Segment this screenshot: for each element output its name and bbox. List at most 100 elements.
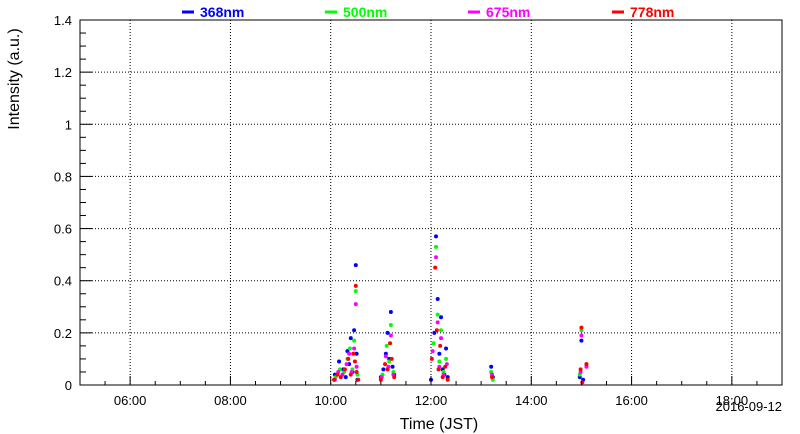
data-point-368nm [388, 310, 393, 314]
data-point-368nm [348, 336, 353, 341]
data-point-675nm [352, 346, 357, 351]
data-point-500nm [444, 356, 449, 361]
data-point-778nm [578, 367, 583, 372]
data-point-368nm [353, 263, 358, 268]
axis-ticks [79, 19, 783, 386]
y-tick-labels: 0 0.2 0.4 0.6 0.8 1 1.2 1.4 [54, 13, 72, 393]
data-point-500nm [439, 328, 444, 333]
x-tick-label: 12:00 [415, 393, 448, 408]
y-tick-label: 0.6 [54, 222, 72, 237]
data-point-675nm [344, 362, 349, 367]
data-point-500nm [384, 343, 389, 348]
data-point-778nm [378, 377, 383, 382]
data-point-778nm [433, 265, 438, 270]
data-point-500nm [435, 312, 440, 317]
data-point-675nm [388, 333, 393, 338]
data-point-778nm [445, 377, 450, 382]
data-point-368nm [579, 338, 584, 343]
data-point-778nm [436, 367, 441, 372]
data-point-778nm [348, 372, 353, 377]
y-tick-label: 0 [65, 378, 72, 393]
data-point-778nm [440, 375, 445, 380]
data-point-778nm [351, 351, 356, 356]
grid [80, 20, 782, 385]
data-point-368nm [489, 364, 494, 369]
x-axis-title: Time (JST) [400, 416, 479, 433]
y-tick-label: 0.8 [54, 169, 72, 184]
date-label: 2016-09-12 [716, 399, 783, 414]
data-point-500nm [437, 359, 442, 364]
data-point-778nm [353, 283, 358, 288]
data-point-368nm [432, 330, 437, 335]
legend-label: 368nm [200, 4, 244, 20]
data-point-675nm [347, 351, 352, 356]
data-point-778nm [338, 375, 343, 380]
data-point-500nm [431, 341, 436, 346]
data-point-500nm [387, 359, 392, 364]
data-point-778nm [342, 367, 347, 372]
data-point-778nm [354, 369, 359, 374]
data-point-368nm [354, 351, 359, 356]
data-point-500nm [353, 289, 358, 294]
data-point-778nm [383, 362, 388, 367]
data-point-368nm [434, 234, 439, 239]
x-tick-label: 08:00 [214, 393, 247, 408]
data-point-675nm [439, 336, 444, 341]
legend: 368nm 500nm 675nm 778nm [182, 4, 674, 20]
data-point-500nm [434, 244, 439, 249]
y-tick-label: 0.2 [54, 326, 72, 341]
data-point-368nm [437, 351, 442, 356]
legend-label: 778nm [630, 4, 674, 20]
data-point-778nm [356, 377, 361, 382]
data-point-778nm [388, 341, 393, 346]
y-tick-label: 0.4 [54, 274, 72, 289]
y-tick-label: 1.4 [54, 13, 72, 28]
data-points [332, 234, 589, 385]
data-point-500nm [388, 323, 393, 328]
data-point-778nm [385, 367, 390, 372]
y-tick-label: 1.2 [54, 65, 72, 80]
data-point-675nm [579, 333, 584, 338]
data-point-675nm [354, 364, 359, 369]
data-point-368nm [439, 315, 444, 320]
data-point-500nm [352, 338, 357, 343]
data-point-675nm [434, 255, 439, 260]
data-point-778nm [443, 364, 448, 369]
y-tick-label: 1 [65, 117, 72, 132]
x-tick-label: 18:00 [716, 393, 749, 408]
data-point-368nm [343, 375, 348, 380]
data-point-675nm [435, 320, 440, 325]
data-point-778nm [584, 362, 589, 367]
data-point-778nm [490, 375, 495, 380]
x-tick-label: 10:00 [314, 393, 347, 408]
data-point-368nm [381, 367, 386, 372]
x-tick-label: 14:00 [515, 393, 548, 408]
data-point-778nm [429, 356, 434, 361]
data-point-778nm [579, 325, 584, 330]
data-point-675nm [383, 354, 388, 359]
legend-label: 675nm [486, 4, 530, 20]
data-point-778nm [434, 328, 439, 333]
x-tick-labels: 06:00 08:00 10:00 12:00 14:00 16:00 18:00 [114, 393, 748, 408]
data-point-778nm [389, 356, 394, 361]
data-point-368nm [385, 330, 390, 335]
data-point-368nm [444, 346, 449, 351]
data-point-778nm [335, 372, 340, 377]
x-tick-label: 06:00 [114, 393, 147, 408]
legend-label: 500nm [343, 4, 387, 20]
data-point-778nm [352, 359, 357, 364]
data-point-778nm [346, 356, 351, 361]
data-point-778nm [332, 377, 337, 382]
data-point-500nm [347, 346, 352, 351]
data-point-368nm [337, 359, 342, 364]
data-point-368nm [390, 364, 395, 369]
x-tick-label: 16:00 [615, 393, 648, 408]
data-point-368nm [435, 296, 440, 301]
data-point-778nm [438, 343, 443, 348]
data-point-368nm [352, 328, 357, 333]
y-axis-title: Intensity (a.u.) [6, 28, 23, 129]
data-point-675nm [430, 349, 435, 354]
data-point-675nm [353, 302, 358, 307]
data-point-778nm [392, 375, 397, 380]
